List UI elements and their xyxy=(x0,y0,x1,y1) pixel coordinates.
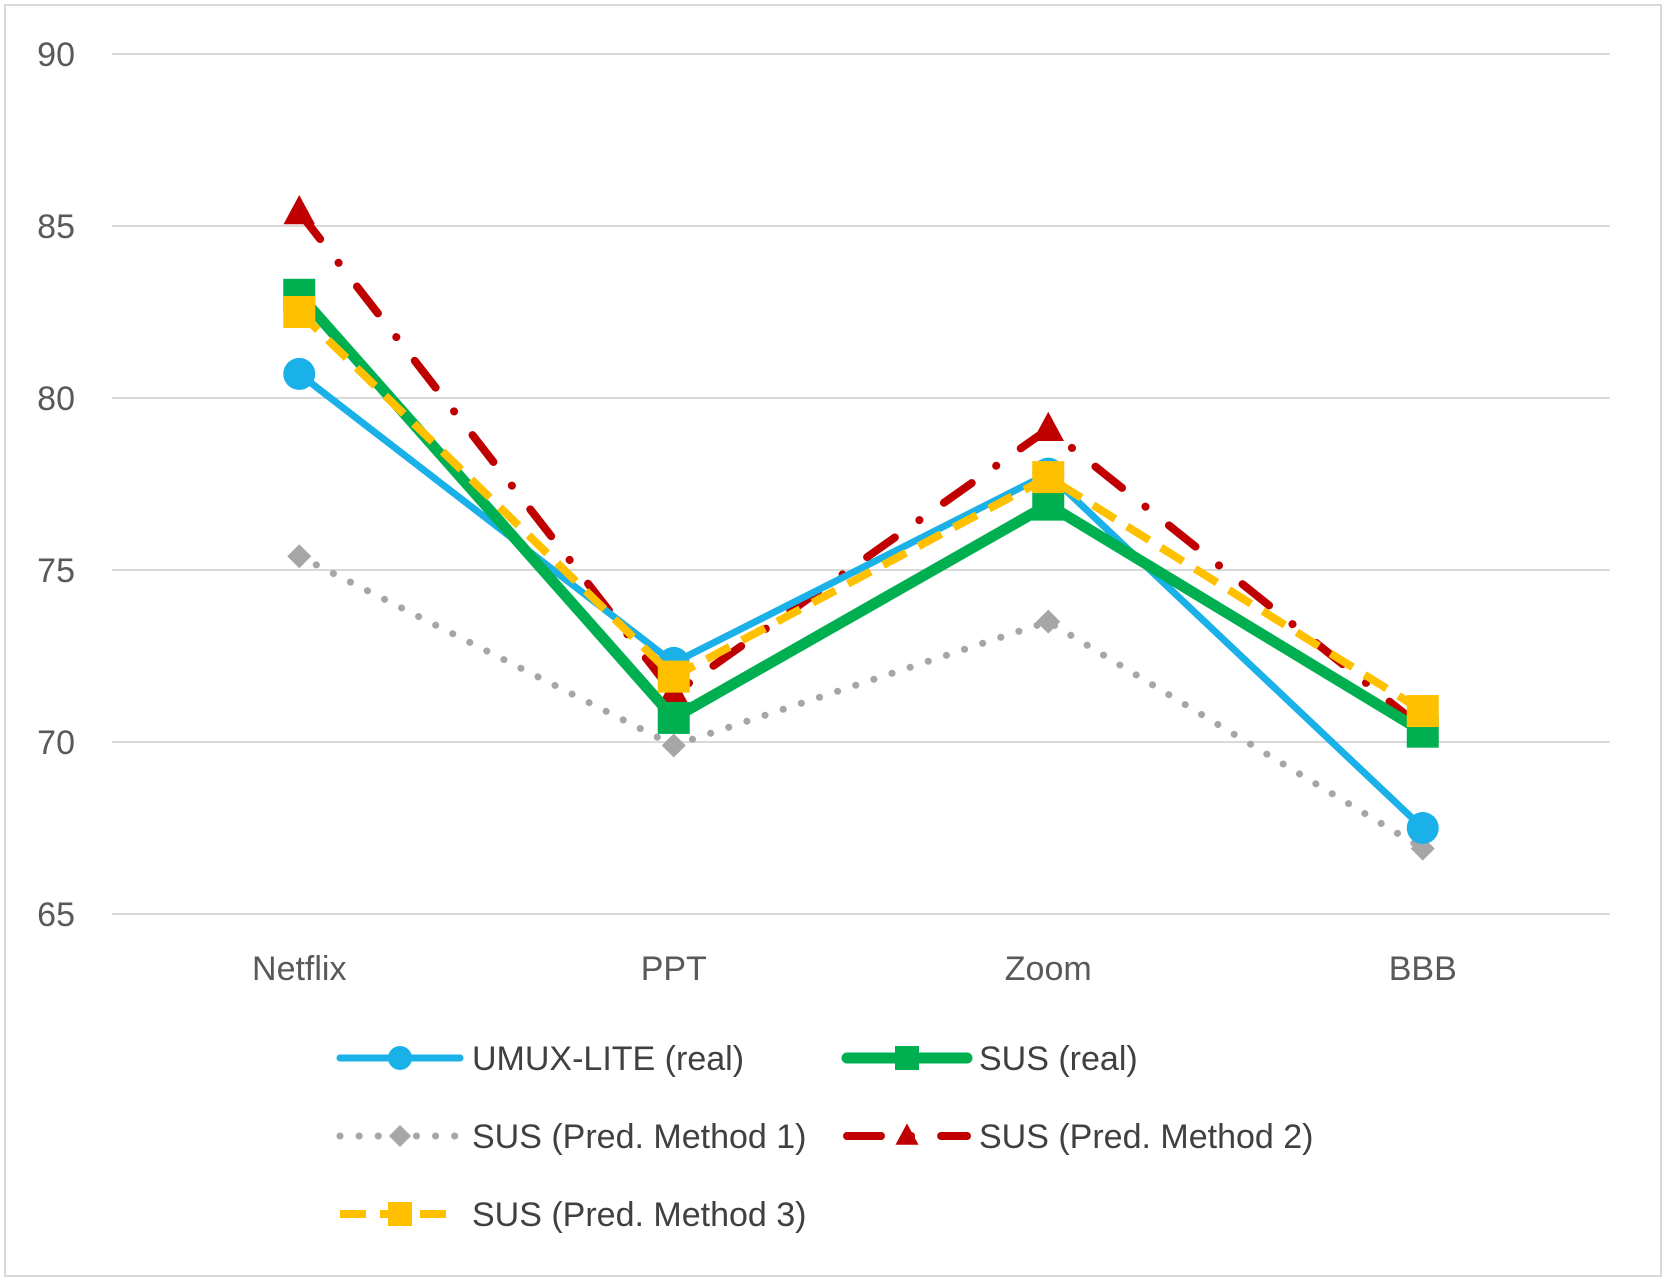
data-point xyxy=(657,660,690,693)
legend-label: SUS (Pred. Method 1) xyxy=(472,1118,806,1156)
data-point xyxy=(1032,488,1065,521)
series-4 xyxy=(283,296,1439,728)
data-point xyxy=(657,701,690,734)
data-point xyxy=(1032,461,1065,494)
legend-label: SUS (real) xyxy=(979,1040,1138,1078)
data-point xyxy=(1032,411,1064,441)
y-tick-label: 85 xyxy=(37,208,75,246)
data-point xyxy=(283,296,316,328)
data-point xyxy=(283,194,315,225)
x-tick-label: BBB xyxy=(1389,950,1457,988)
chart-frame xyxy=(4,4,1662,1277)
legend-item: SUS (real) xyxy=(841,1040,1138,1078)
legend-label: SUS (Pred. Method 3) xyxy=(472,1196,806,1234)
legend-item: SUS (Pred. Method 3) xyxy=(340,1196,806,1234)
series-line xyxy=(296,309,1425,715)
series-2 xyxy=(287,544,1435,861)
series-lines xyxy=(283,194,1439,861)
legend-marker xyxy=(388,1046,412,1070)
y-tick-label: 75 xyxy=(37,552,75,590)
series-line xyxy=(293,289,1429,738)
legend: UMUX-LITE (real) SUS (real) SUS (Pred. Met… xyxy=(336,1040,1313,1234)
x-axis-tick-labels: Netflix PPT Zoom BBB xyxy=(252,950,1457,988)
x-tick-label: Zoom xyxy=(1005,950,1092,988)
series-line xyxy=(295,208,1427,733)
y-tick-label: 65 xyxy=(37,896,75,934)
gridlines xyxy=(112,53,1610,915)
y-tick-label: 90 xyxy=(37,36,75,74)
legend-label: SUS (Pred. Method 2) xyxy=(979,1118,1313,1156)
data-point xyxy=(661,733,686,758)
legend-item: SUS (Pred. Method 2) xyxy=(843,1118,1313,1156)
data-point xyxy=(1406,812,1439,844)
legend-marker xyxy=(895,1046,919,1070)
x-tick-label: PPT xyxy=(641,950,707,988)
y-tick-label: 70 xyxy=(37,724,75,762)
legend-item: UMUX-LITE (real) xyxy=(336,1040,744,1078)
data-point xyxy=(283,357,316,390)
legend-marker xyxy=(389,1125,411,1147)
series-line xyxy=(295,552,1427,853)
y-axis-tick-labels: 65 70 75 80 85 90 xyxy=(37,36,75,934)
data-point xyxy=(1406,695,1439,728)
data-point xyxy=(287,544,312,569)
x-tick-label: Netflix xyxy=(252,950,346,988)
legend-marker xyxy=(388,1202,412,1226)
series-line xyxy=(295,370,1427,832)
legend-item: SUS (Pred. Method 1) xyxy=(336,1118,806,1156)
data-point xyxy=(1036,609,1061,634)
legend-label: UMUX-LITE (real) xyxy=(472,1040,744,1078)
y-tick-label: 80 xyxy=(37,380,75,418)
legend-marker xyxy=(895,1123,919,1145)
